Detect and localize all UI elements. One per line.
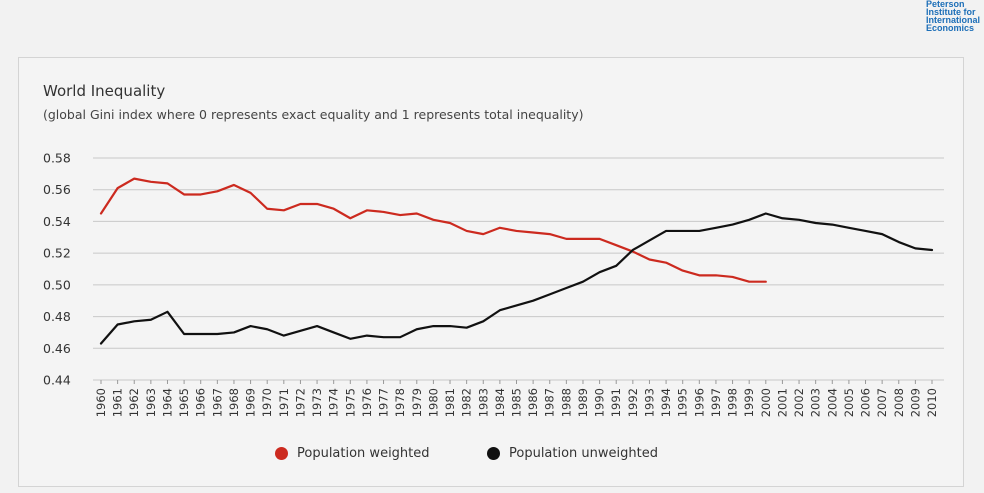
x-tick-label: 1974 — [327, 388, 341, 417]
chart-panel: World Inequality (global Gini index wher… — [18, 57, 964, 487]
logo-line: Economics — [926, 23, 975, 33]
x-tick-label: 1992 — [626, 388, 640, 417]
x-tick-label: 2006 — [859, 388, 873, 417]
x-tick-label: 2009 — [908, 388, 922, 417]
x-tick-label: 1971 — [277, 388, 291, 417]
y-tick-label: 0.44 — [43, 373, 71, 388]
x-tick-label: 1963 — [144, 388, 158, 417]
x-tick-label: 1997 — [709, 388, 723, 417]
x-tick-label: 2003 — [809, 388, 823, 417]
logo-line: International — [926, 15, 981, 25]
x-tick-label: 1999 — [742, 388, 756, 417]
x-tick-label: 1996 — [692, 388, 706, 417]
x-tick-label: 1968 — [227, 388, 241, 417]
x-tick-label: 2008 — [892, 388, 906, 417]
y-tick-label: 0.52 — [43, 246, 71, 261]
logo-line: Institute for — [926, 7, 976, 17]
x-tick-label: 1985 — [510, 388, 524, 417]
x-tick-label: 2001 — [775, 388, 789, 417]
x-tick-label: 1969 — [244, 388, 258, 417]
chart-subtitle: (global Gini index where 0 represents ex… — [43, 107, 584, 122]
x-tick-label: 1980 — [426, 388, 440, 417]
x-tick-label: 1965 — [177, 388, 191, 417]
x-tick-label: 2005 — [842, 388, 856, 417]
x-tick-label: 1991 — [609, 388, 623, 417]
x-tick-label: 2004 — [825, 388, 839, 417]
series-line-unweighted — [99, 212, 934, 345]
y-tick-label: 0.54 — [43, 214, 71, 229]
x-tick-label: 2002 — [792, 388, 806, 417]
x-tick-label: 1994 — [659, 388, 673, 417]
chart-title: World Inequality — [43, 82, 166, 100]
x-tick-label: 1977 — [377, 388, 391, 417]
x-tick-label: 1976 — [360, 388, 374, 417]
y-tick-label: 0.48 — [43, 309, 71, 324]
y-tick-label: 0.50 — [43, 277, 71, 292]
institute-logo: Peterson Institute for International Eco… — [926, 0, 984, 40]
y-tick-label: 0.56 — [43, 182, 71, 197]
x-tick-label: 2007 — [875, 388, 889, 417]
x-tick-label: 1970 — [260, 388, 274, 417]
x-tick-label: 1987 — [543, 388, 557, 417]
x-tick-label: 1990 — [593, 388, 607, 417]
y-tick-label: 0.46 — [43, 341, 71, 356]
legend-dot-black-icon — [487, 447, 500, 460]
x-tick-label: 1988 — [559, 388, 573, 417]
x-tick-label: 1966 — [194, 388, 208, 417]
x-tick-label: 1975 — [343, 388, 357, 417]
legend-item-weighted: Population weighted — [275, 446, 430, 461]
x-tick-label: 1973 — [310, 388, 324, 417]
y-tick-label: 0.58 — [43, 151, 71, 166]
legend-dot-red-icon — [275, 447, 288, 460]
x-tick-label: 1962 — [127, 388, 141, 417]
logo-line: Peterson — [926, 0, 965, 9]
legend-label: Population weighted — [297, 446, 430, 461]
x-tick-label: 1960 — [94, 388, 108, 417]
x-tick-label: 1984 — [493, 388, 507, 417]
x-tick-label: 1982 — [460, 388, 474, 417]
x-tick-label: 1993 — [642, 388, 656, 417]
x-tick-label: 1981 — [443, 388, 457, 417]
x-tick-label: 1995 — [676, 388, 690, 417]
series-line-weighted — [99, 177, 767, 283]
x-tick-label: 1979 — [410, 388, 424, 417]
legend-label: Population unweighted — [509, 446, 658, 461]
x-tick-label: 1989 — [576, 388, 590, 417]
x-tick-label: 1972 — [293, 388, 307, 417]
x-tick-label: 1983 — [476, 388, 490, 417]
x-tick-label: 1986 — [526, 388, 540, 417]
x-tick-label: 1961 — [111, 388, 125, 417]
legend-item-unweighted: Population unweighted — [487, 446, 658, 461]
x-tick-label: 2010 — [925, 388, 939, 417]
x-tick-label: 1967 — [210, 388, 224, 417]
x-tick-label: 2000 — [759, 388, 773, 417]
x-tick-label: 1964 — [160, 388, 174, 417]
x-tick-label: 1978 — [393, 388, 407, 417]
line-chart: 0.44 0.46 0.48 0.50 0.52 0.54 0.56 0.58 1960 1961… — [43, 151, 944, 417]
x-tick-label: 1998 — [726, 388, 740, 417]
